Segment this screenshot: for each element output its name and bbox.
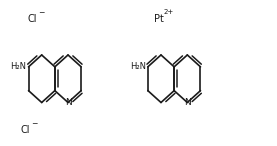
Text: Pt: Pt: [153, 14, 163, 24]
Text: N: N: [184, 98, 191, 107]
Text: 2+: 2+: [164, 9, 174, 15]
Text: Cl: Cl: [20, 125, 30, 135]
Text: H₂N: H₂N: [130, 62, 146, 71]
Text: H₂N: H₂N: [10, 62, 26, 71]
Text: N: N: [65, 98, 71, 107]
Text: Cl: Cl: [27, 14, 37, 24]
Text: −: −: [31, 119, 37, 128]
Text: −: −: [38, 8, 44, 17]
